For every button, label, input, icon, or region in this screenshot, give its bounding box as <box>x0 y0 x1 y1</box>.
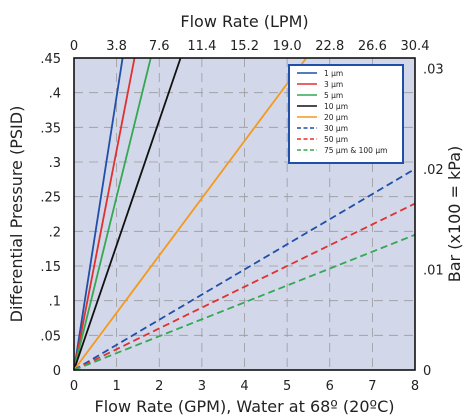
x-bottom-tick-label: 3 <box>198 379 206 394</box>
y-left-tick-label: .4 <box>49 87 61 102</box>
x-top-axis-title: Flow Rate (LPM) <box>180 12 308 31</box>
y-left-axis-title: Differential Pressure (PSID) <box>7 106 26 323</box>
x-top-tick-label: 7.6 <box>149 39 170 54</box>
x-bottom-tick-label: 2 <box>155 379 163 394</box>
x-bottom-tick-label: 4 <box>240 379 248 394</box>
x-top-tick-label: 19.0 <box>273 39 302 54</box>
x-bottom-axis-title: Flow Rate (GPM), Water at 68º (20ºC) <box>95 397 395 416</box>
series-line-3 <box>73 57 182 371</box>
x-top-tick-label: 15.2 <box>230 39 259 54</box>
y-left-ticks: 0 .05 .1 .15 .2 .25 .3 .35 .4 .45 <box>40 52 61 379</box>
y-left-tick-label: .45 <box>40 52 61 67</box>
x-top-tick-label: 26.6 <box>358 39 387 54</box>
series-line-0 <box>73 57 124 371</box>
plot-frame <box>73 57 416 371</box>
y-left-tick-label: .3 <box>49 156 61 171</box>
x-bottom-tick-label: 1 <box>112 379 120 394</box>
legend-box <box>288 64 404 164</box>
y-left-tick-label: .1 <box>49 295 61 310</box>
series-line-7 <box>73 233 416 371</box>
series-lines <box>73 57 416 371</box>
series-line-1 <box>73 57 136 371</box>
legend-label: 30 µm <box>324 124 348 133</box>
x-top-tick-label: 0 <box>70 39 78 54</box>
y-left-tick-label: .25 <box>40 191 61 206</box>
x-top-tick-label: 22.8 <box>315 39 344 54</box>
x-bottom-tick-label: 0 <box>70 379 78 394</box>
y-left-tick-label: .05 <box>40 329 61 344</box>
x-top-ticks: 0 3.8 7.6 11.4 15.2 19.0 22.8 26.6 30.4 <box>70 39 430 54</box>
y-right-tick-label: .01 <box>423 263 444 278</box>
x-bottom-tick-label: 6 <box>326 379 334 394</box>
x-bottom-tick-label: 7 <box>368 379 376 394</box>
y-right-ticks: 0 .01 .02 .03 <box>423 62 444 379</box>
x-bottom-ticks: 0 1 2 3 4 5 6 7 8 <box>70 379 419 394</box>
y-right-axis-title: Bar (x100 = kPa) <box>445 146 464 283</box>
legend-label: 75 µm & 100 µm <box>324 146 387 155</box>
y-left-tick-label: .2 <box>49 225 61 240</box>
x-bottom-tick-label: 5 <box>283 379 291 394</box>
x-top-tick-label: 30.4 <box>401 39 430 54</box>
x-top-tick-label: 11.4 <box>187 39 216 54</box>
y-left-tick-label: .35 <box>40 121 61 136</box>
y-right-tick-label: .03 <box>423 62 444 77</box>
legend-label: 10 µm <box>324 102 348 111</box>
x-top-tick-label: 3.8 <box>106 39 127 54</box>
grid-lines <box>74 58 415 370</box>
y-left-tick-label: 0 <box>53 364 61 379</box>
legend: 1 µm 3 µm 5 µm 10 µm 20 µm 30 µm 50 µm 75 µm & … <box>288 64 404 164</box>
legend-label: 3 µm <box>324 80 343 89</box>
series-line-2 <box>73 57 152 371</box>
legend-label: 20 µm <box>324 113 348 122</box>
legend-label: 1 µm <box>324 69 343 78</box>
series-line-6 <box>73 202 416 371</box>
legend-items: 1 µm 3 µm 5 µm 10 µm 20 µm 30 µm 50 µm 75 µm & … <box>297 69 387 155</box>
y-left-tick-label: .15 <box>40 260 61 275</box>
y-right-tick-label: .02 <box>423 163 444 178</box>
series-line-4 <box>73 57 308 371</box>
legend-label: 5 µm <box>324 91 343 100</box>
legend-label: 50 µm <box>324 135 348 144</box>
x-bottom-tick-label: 8 <box>411 379 419 394</box>
y-right-tick-label: 0 <box>423 364 431 379</box>
